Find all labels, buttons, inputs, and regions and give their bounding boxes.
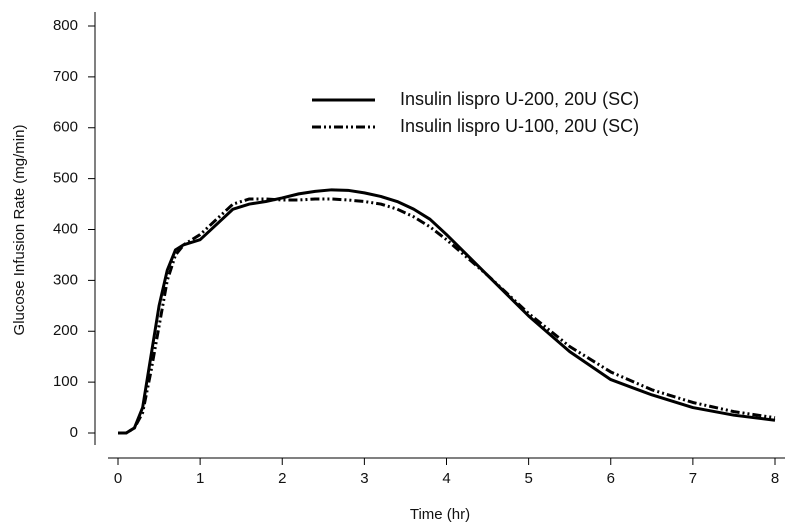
y-tick-label: 300 (53, 271, 78, 288)
x-tick-label: 6 (607, 470, 615, 487)
series-line (118, 197, 776, 435)
y-tick-label: 200 (53, 322, 78, 339)
x-tick-label: 2 (278, 470, 286, 487)
y-tick-label: 100 (53, 373, 78, 390)
y-tick-label: 0 (70, 424, 78, 441)
y-axis-label: Glucose Infusion Rate (mg/min) (11, 125, 28, 336)
x-tick-label: 3 (360, 470, 368, 487)
x-axis-label: Time (hr) (410, 506, 470, 523)
x-tick-label: 5 (524, 470, 532, 487)
y-tick-label: 800 (53, 17, 78, 34)
x-tick-label: 4 (442, 470, 450, 487)
y-tick-label: 700 (53, 68, 78, 85)
x-tick-label: 0 (114, 470, 122, 487)
x-tick-label: 8 (771, 470, 779, 487)
series-line (118, 188, 776, 435)
y-tick-label: 600 (53, 119, 78, 136)
x-tick-label: 7 (689, 470, 697, 487)
x-tick-label: 1 (196, 470, 204, 487)
y-tick-label: 400 (53, 220, 78, 237)
y-tick-label: 500 (53, 170, 78, 187)
legend-text: Insulin lispro U-200, 20U (SC) (400, 89, 639, 109)
legend-text: Insulin lispro U-100, 20U (SC) (400, 116, 639, 136)
